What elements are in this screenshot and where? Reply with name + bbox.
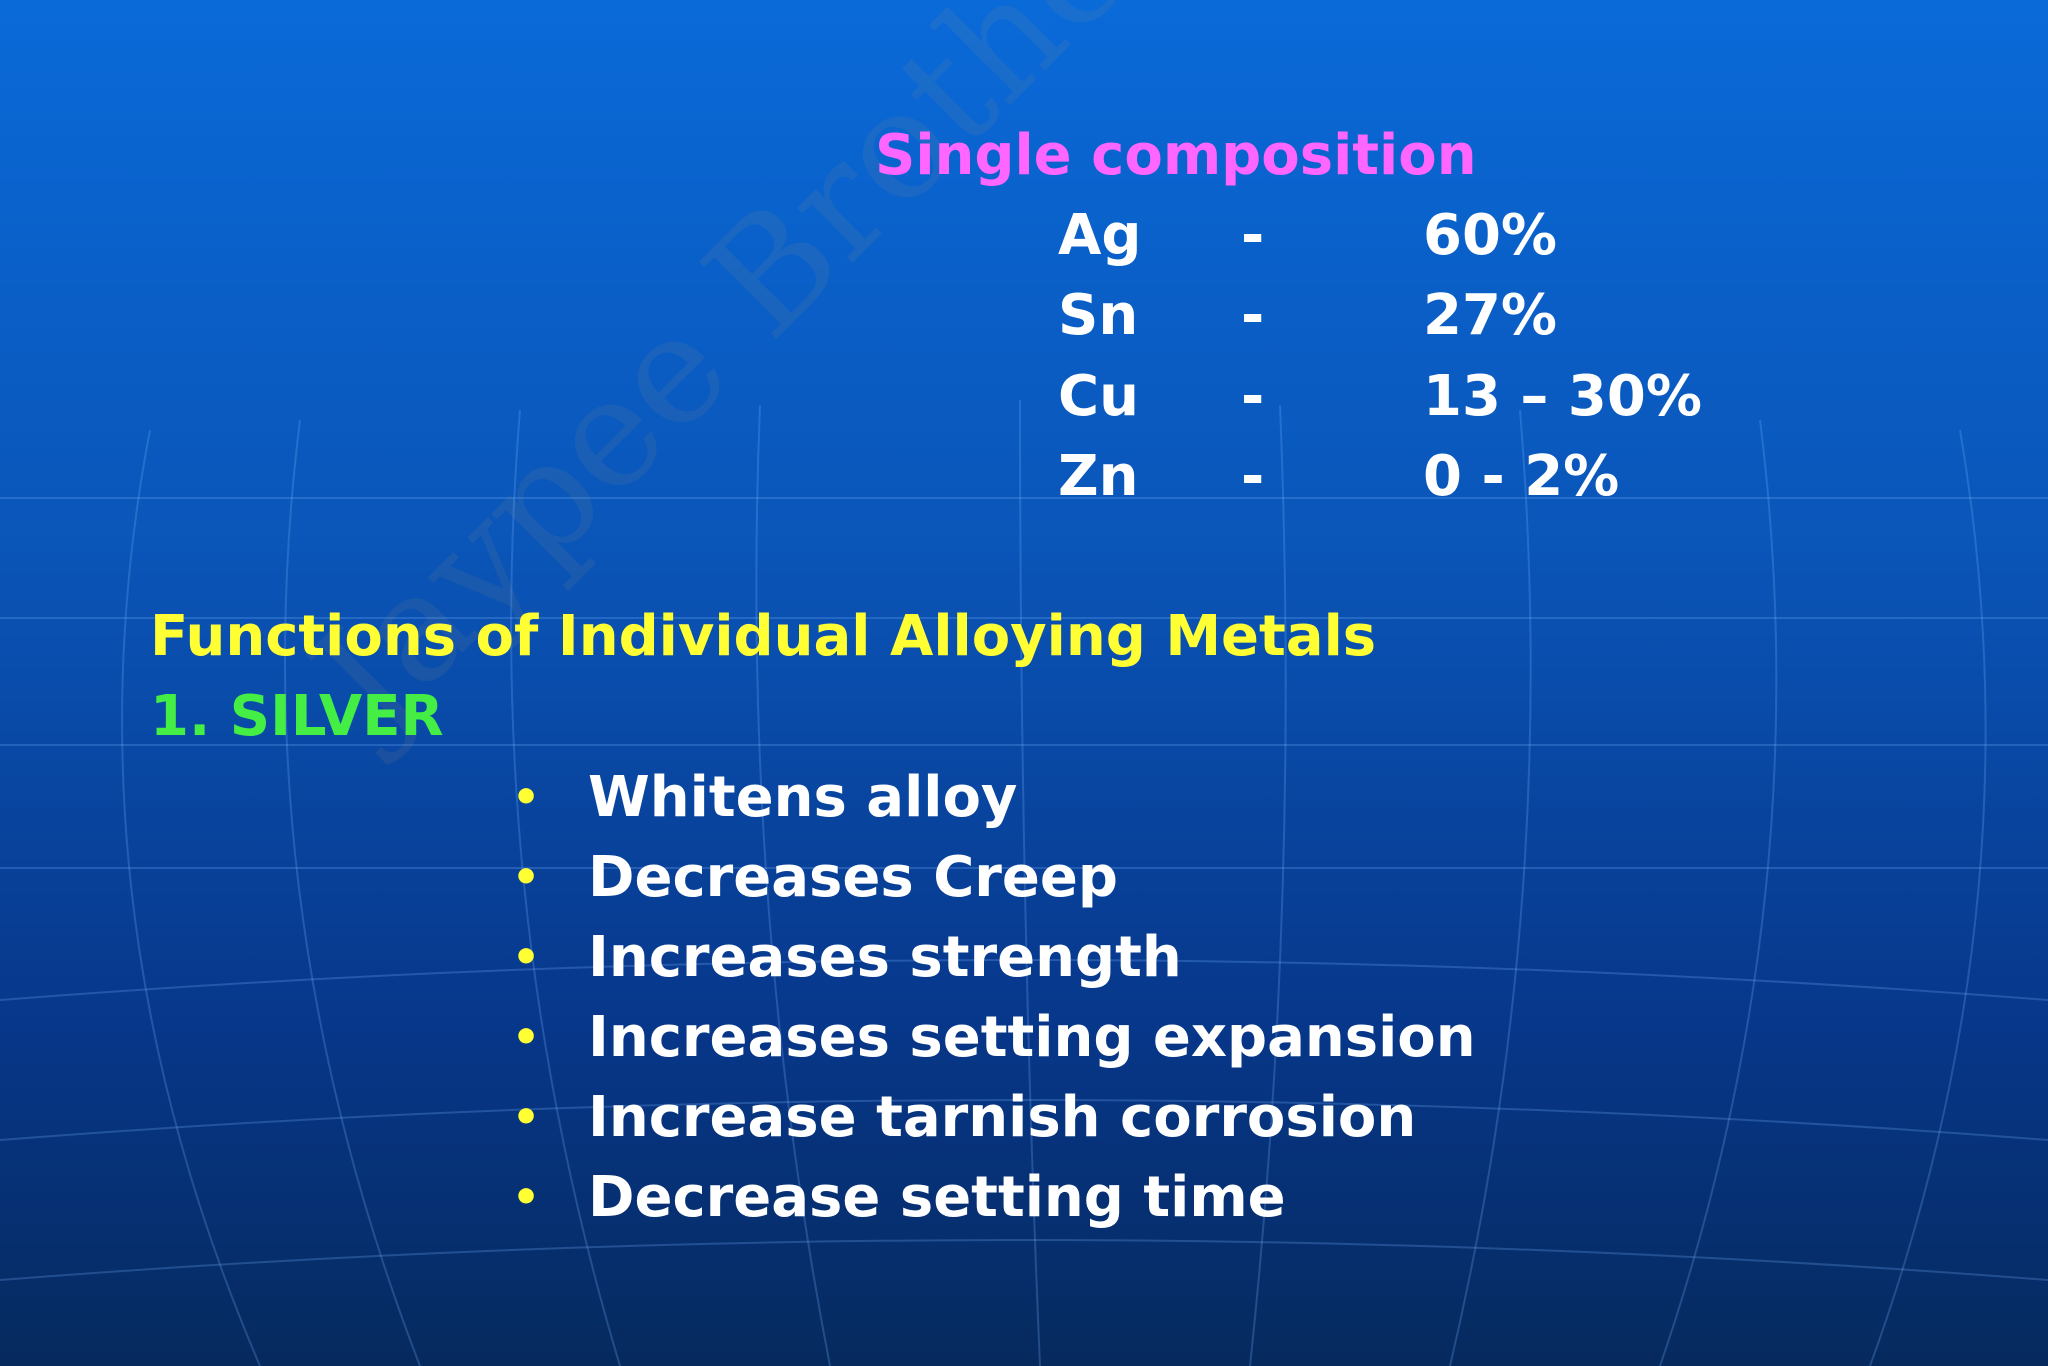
percentage: 13 – 30%: [1423, 363, 1702, 429]
bullet-text: Whitens alloy: [588, 765, 1018, 830]
percentage: 60%: [1423, 203, 1558, 268]
dash: -: [1241, 363, 1265, 429]
percentage: 27%: [1423, 283, 1558, 349]
bullet-dot: •: [512, 1012, 541, 1063]
bullet-dot: •: [512, 1172, 541, 1223]
bullet-dot: •: [512, 852, 541, 903]
bullet-dot: •: [512, 1092, 541, 1143]
element: Cu: [1058, 363, 1139, 429]
dash: -: [1241, 203, 1265, 268]
heading: Single composition: [875, 123, 1477, 188]
bullet-dot: •: [512, 932, 541, 983]
bullet-text: Increases setting expansion: [588, 1005, 1476, 1070]
section-title: Functions of Individual Alloying Metals: [150, 604, 1377, 669]
subsection: 1. SILVER: [150, 684, 444, 749]
element: Ag: [1058, 203, 1142, 268]
bullet-text: Decreases Creep: [588, 845, 1118, 910]
bullet-text: Decrease setting time: [588, 1165, 1286, 1230]
dash: -: [1241, 283, 1265, 349]
bullet-text: Increases strength: [588, 925, 1182, 990]
element: Sn: [1058, 283, 1139, 349]
percentage: 0 - 2%: [1423, 443, 1620, 509]
bullet-text: Increase tarnish corrosion: [588, 1085, 1417, 1150]
bullet-dot: •: [512, 772, 541, 823]
element: Zn: [1058, 443, 1139, 509]
dash: -: [1241, 443, 1265, 509]
